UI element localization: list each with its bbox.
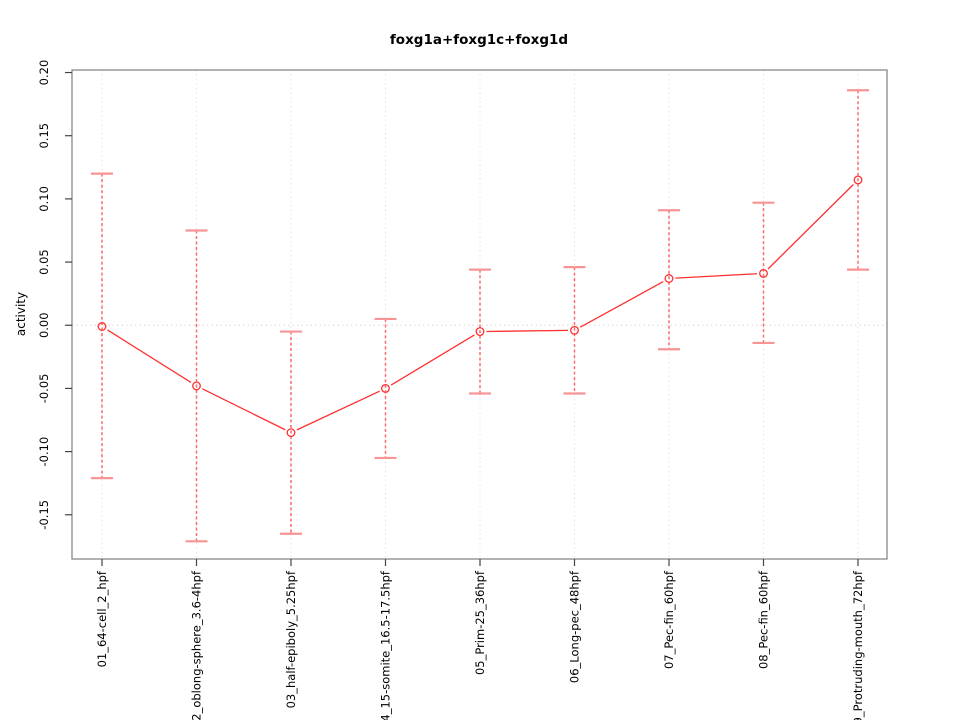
data-point-marker — [570, 325, 579, 335]
x-tick-label: 03_half-epiboly_5.25hpf — [284, 570, 298, 708]
x-tick-label: 02_oblong-sphere_3.6-4hpf — [190, 570, 204, 720]
x-tick-label: 08_Pec-fin_60hpf — [757, 570, 771, 669]
x-tick-label: 01_64-cell_2_hpf — [95, 570, 109, 667]
y-tick-label: 0.00 — [37, 312, 51, 338]
chart-title: foxg1a+foxg1c+foxg1d — [390, 32, 568, 48]
y-axis-label: activity — [14, 292, 28, 336]
x-tick-label: 05_Prim-25_36hpf — [473, 570, 487, 675]
series-line-segment — [767, 184, 854, 270]
data-point-marker — [381, 383, 390, 393]
series-line-segment — [390, 334, 475, 386]
data-point-marker — [853, 175, 863, 185]
y-tick-label: 0.10 — [37, 186, 51, 212]
x-tick-label: 09_Protruding-mouth_72hpf — [851, 570, 865, 720]
series-line-segment — [675, 273, 758, 279]
data-point-marker — [192, 381, 201, 391]
data-points — [97, 175, 863, 438]
y-tick-label: 0.20 — [37, 60, 51, 86]
error-bars — [91, 89, 869, 543]
data-point-marker — [475, 327, 485, 337]
x-tick-label: 04_15-somite_16.5-17.5hpf — [379, 570, 393, 720]
y-tick-label: -0.10 — [37, 437, 51, 467]
data-point-marker — [286, 428, 296, 438]
data-point-marker — [97, 322, 107, 331]
y-tick-label: -0.15 — [37, 500, 51, 530]
y-tick-label: 0.15 — [37, 123, 51, 149]
series-line-segment — [296, 390, 380, 431]
data-point-marker — [759, 268, 768, 278]
series-line — [107, 184, 854, 431]
series-line-segment — [486, 329, 569, 333]
y-tick-label: -0.05 — [37, 374, 51, 404]
data-point-marker — [664, 274, 674, 283]
x-axis: 01_64-cell_2_hpf 02_oblong-sphere_3.6-4hp… — [95, 559, 865, 720]
x-tick-label: 07_Pec-fin_60hpf — [662, 570, 676, 669]
series-line-segment — [202, 388, 286, 431]
y-tick-label: 0.05 — [37, 249, 51, 275]
y-axis: -0.15 -0.10 -0.05 0.00 0.05 0.10 0.15 0.20 — [37, 60, 72, 530]
series-line-segment — [107, 329, 192, 383]
series-line-segment — [579, 281, 664, 328]
x-tick-label: 06_Long-pec_48hpf — [568, 570, 582, 683]
